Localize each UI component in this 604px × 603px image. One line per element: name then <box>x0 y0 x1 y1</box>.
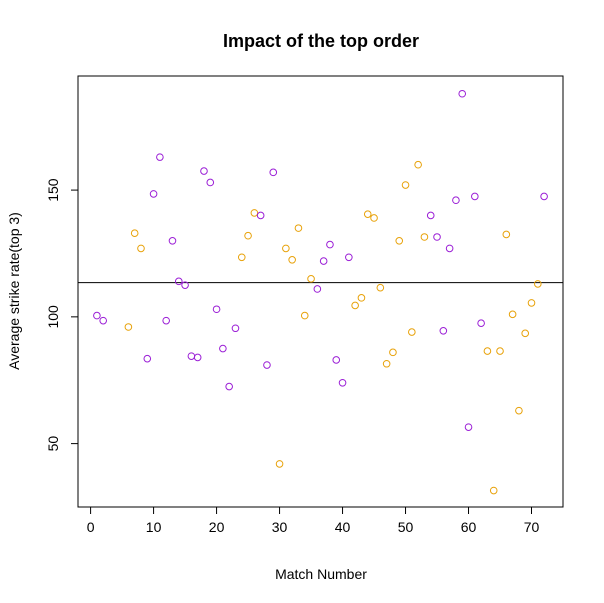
data-point <box>414 160 422 169</box>
data-point <box>521 329 530 338</box>
data-point <box>294 224 303 232</box>
data-point <box>219 344 227 353</box>
data-point <box>439 326 448 335</box>
data-point <box>244 231 252 240</box>
data-point <box>231 324 240 333</box>
y-tick-label: 100 <box>45 305 61 329</box>
data-point <box>502 230 511 239</box>
data-point <box>351 301 359 310</box>
data-point <box>445 244 454 253</box>
y-tick-label: 150 <box>45 178 61 202</box>
points-layer <box>93 89 548 495</box>
plot-frame <box>77 75 564 508</box>
data-point <box>225 382 233 391</box>
data-point <box>263 361 271 369</box>
data-point <box>420 233 429 241</box>
data-point <box>237 253 246 262</box>
data-point <box>338 378 347 387</box>
data-point <box>300 311 309 320</box>
data-point <box>313 285 322 293</box>
data-point <box>162 316 170 325</box>
data-point <box>345 253 353 262</box>
data-point <box>275 460 284 468</box>
data-point <box>156 153 164 161</box>
data-point <box>426 211 435 220</box>
data-point <box>464 423 473 431</box>
data-point <box>395 236 404 245</box>
data-point <box>408 328 416 336</box>
data-point <box>181 281 189 289</box>
data-point <box>540 192 548 201</box>
data-point <box>187 352 196 360</box>
data-point <box>319 257 328 265</box>
data-point <box>477 319 485 327</box>
data-point <box>137 244 145 253</box>
x-tick-label: 20 <box>209 519 225 535</box>
y-tick-label: 50 <box>45 436 61 452</box>
data-point <box>458 89 467 98</box>
data-point <box>357 294 366 302</box>
data-point <box>376 283 385 292</box>
data-point <box>389 348 397 357</box>
data-point <box>99 316 107 325</box>
data-point <box>452 196 460 205</box>
x-tick-label: 70 <box>524 519 540 535</box>
data-point <box>370 214 378 222</box>
data-point <box>515 406 523 415</box>
x-tick-label: 10 <box>146 519 162 535</box>
data-point <box>489 486 498 495</box>
data-point <box>174 277 183 286</box>
data-point <box>212 305 221 314</box>
data-point <box>250 209 259 217</box>
data-point <box>269 168 278 177</box>
y-axis: 50 100 150 <box>45 178 79 452</box>
data-point <box>256 211 265 220</box>
data-point <box>326 240 334 249</box>
data-point <box>193 353 202 362</box>
x-tick-label: 30 <box>272 519 288 535</box>
data-point <box>534 280 542 288</box>
data-point <box>143 354 152 363</box>
data-point <box>363 210 372 218</box>
data-point <box>206 178 215 187</box>
data-point <box>382 359 391 368</box>
data-point <box>508 310 517 319</box>
x-tick-label: 60 <box>461 519 477 535</box>
data-point <box>282 244 290 253</box>
data-point <box>332 356 341 364</box>
x-axis-label: Match Number <box>275 566 367 582</box>
data-point <box>130 229 139 237</box>
x-tick-label: 40 <box>335 519 351 535</box>
data-point <box>200 167 208 175</box>
data-point <box>471 192 479 201</box>
data-point <box>307 275 315 283</box>
data-point <box>149 190 158 198</box>
data-point <box>288 256 296 264</box>
y-axis-label: Average strike rate(top 3) <box>6 212 22 370</box>
x-tick-label: 0 <box>87 519 95 535</box>
data-point <box>401 181 410 189</box>
data-point <box>496 347 504 355</box>
x-tick-label: 50 <box>398 519 414 535</box>
data-point <box>93 311 101 320</box>
data-point <box>124 323 133 331</box>
chart-title: Impact of the top order <box>223 31 419 51</box>
x-axis: 0 10 20 30 40 50 60 70 <box>87 506 540 535</box>
data-point <box>527 299 536 307</box>
data-point <box>483 347 492 355</box>
data-point <box>433 233 441 241</box>
data-point <box>168 236 177 245</box>
